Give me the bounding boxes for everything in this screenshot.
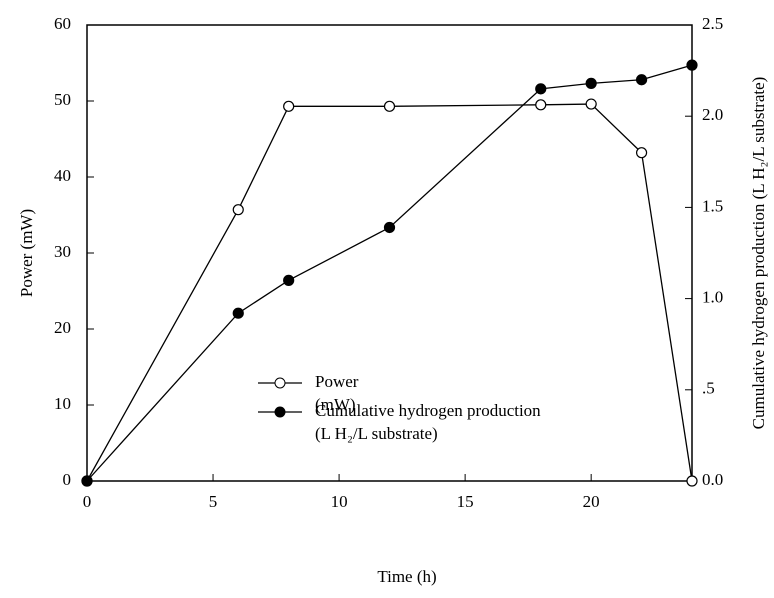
data-point [283,274,295,286]
data-point [585,98,597,110]
y-axis-label: Power (mW) [17,209,36,297]
y2-tick-label: 2.0 [702,105,723,124]
x-axis-label: Time (h) [377,567,436,586]
data-point [535,83,547,95]
y-tick-label: 10 [54,394,71,413]
y-tick-label: 20 [54,318,71,337]
y2-tick-label: 0.0 [702,470,723,489]
series-line [86,64,693,482]
legend-label: Cumulative hydrogen production (L H₂/L su… [315,401,541,443]
x-tick-label: 10 [331,492,348,511]
data-point [635,74,648,86]
data-point [686,475,698,487]
data-point [283,100,295,112]
y-tick-label: 60 [54,14,71,33]
data-point [635,147,648,159]
x-tick-label: 15 [457,492,474,511]
data-point [585,77,597,89]
x-tick-label: 0 [83,492,92,511]
data-point [535,99,547,111]
y-tick-label: 0 [63,470,72,489]
legend-marker [274,406,286,418]
series-line [86,103,693,482]
x-tick-label: 5 [209,492,218,511]
data-point [232,307,244,319]
data-point [232,204,244,216]
legend-label: Power (mW) [315,372,359,414]
y2-tick-label: 2.5 [702,14,723,33]
data-point [383,100,396,112]
y2-tick-label: 1.0 [702,288,723,307]
x-tick-label: 20 [583,492,600,511]
y2-tick-label: .5 [702,379,715,398]
data-point [383,221,396,234]
data-point [81,475,93,487]
legend-marker [274,377,286,389]
y-tick-label: 40 [54,166,71,185]
y2-axis-label: Cumulative hydrogen production (L H₂/L s… [749,77,768,430]
data-point [686,59,698,71]
y-tick-label: 30 [54,242,71,261]
y2-tick-label: 1.5 [702,196,723,215]
y-tick-label: 50 [54,90,71,109]
